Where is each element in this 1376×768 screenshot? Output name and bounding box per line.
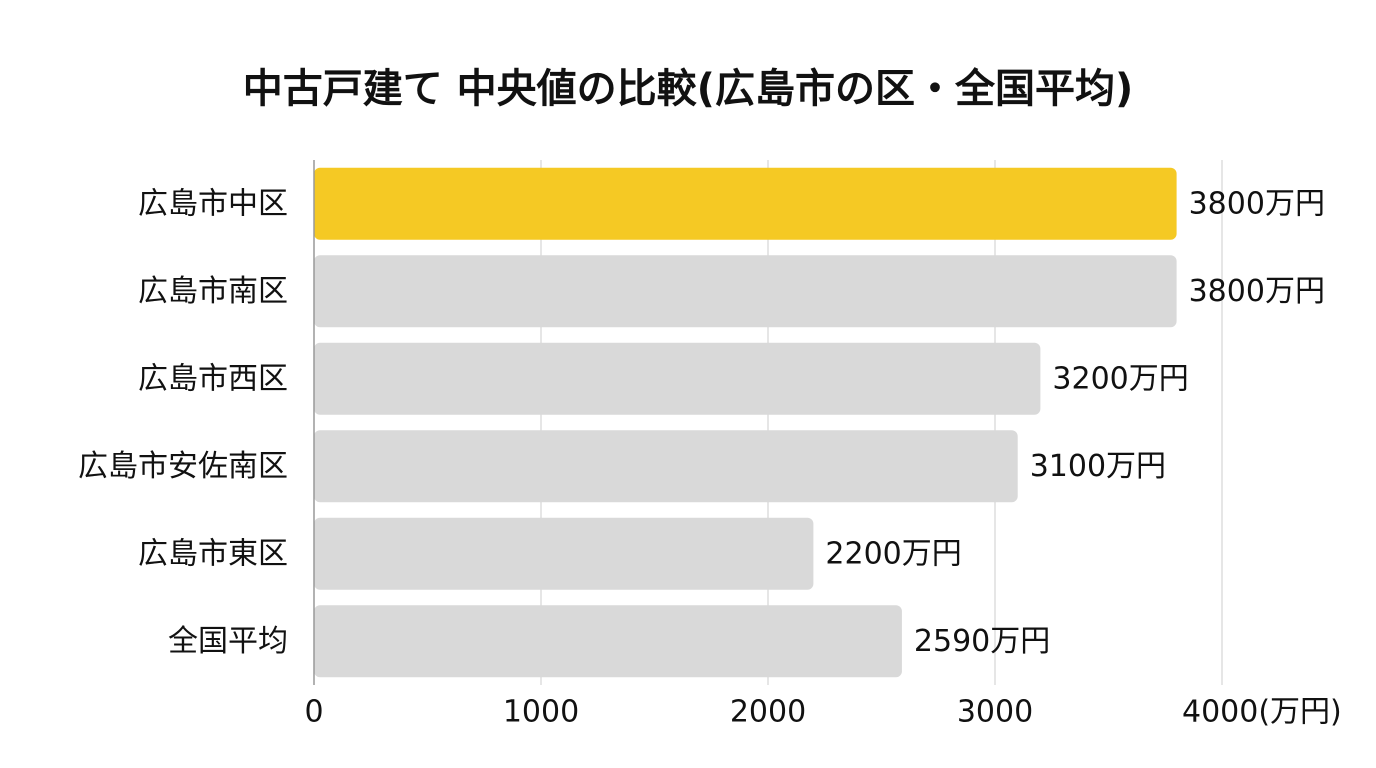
bar-1: [314, 255, 1177, 328]
category-label-0: 広島市中区: [138, 186, 288, 221]
x-tick-label-2: 2000: [730, 695, 806, 730]
bar-2: [314, 342, 1041, 415]
bar-4: [314, 517, 814, 590]
category-label-3: 広島市安佐南区: [78, 449, 288, 484]
x-tick-label-0: 0: [304, 695, 323, 730]
chart-title: 中古戸建て 中央値の比較(広島市の区・全国平均): [242, 66, 1134, 112]
value-label-0: 3800万円: [1189, 186, 1325, 221]
x-tick-label-4: 4000(万円): [1182, 695, 1342, 730]
bar-0: [314, 167, 1177, 240]
bar-5: [314, 605, 902, 678]
category-label-2: 広島市西区: [138, 361, 288, 396]
value-label-5: 2590万円: [914, 624, 1050, 659]
category-label-1: 広島市南区: [138, 274, 288, 309]
value-label-1: 3800万円: [1189, 274, 1325, 309]
x-tick-label-3: 3000: [957, 695, 1033, 730]
category-label-4: 広島市東区: [138, 536, 288, 571]
value-label-3: 3100万円: [1030, 449, 1166, 484]
value-label-4: 2200万円: [825, 536, 961, 571]
value-label-2: 3200万円: [1052, 361, 1188, 396]
category-label-5: 全国平均: [168, 624, 288, 659]
bar-3: [314, 430, 1018, 503]
x-tick-label-1: 1000: [503, 695, 579, 730]
